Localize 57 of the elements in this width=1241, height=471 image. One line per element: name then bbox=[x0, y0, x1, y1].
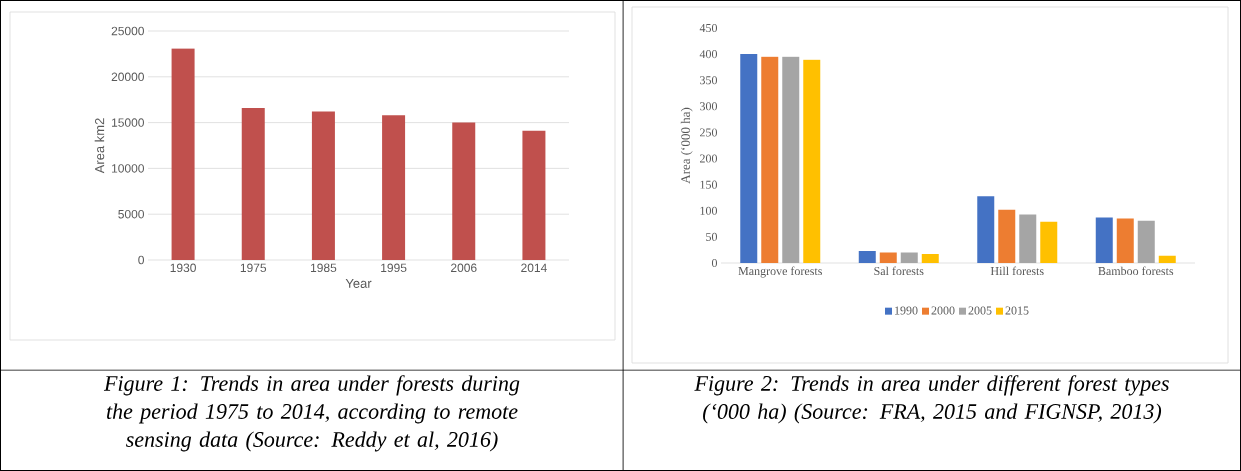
y-tick-label: 50 bbox=[706, 232, 718, 241]
y-tick-label: 10000 bbox=[112, 164, 144, 173]
caption: Figure 1: Trends in area under forests during the period 1975 to 2014, according to remote sensing data (Source: Reddy et al, 2016) bbox=[103, 375, 520, 452]
caption: Figure 2: Trends in area under different forest types (‘000 ha) (Source: FRA, 2015 and FIGNSP, 2013) bbox=[694, 375, 1169, 424]
y-tick-label: 0 bbox=[138, 255, 145, 265]
y-tick-label: 200 bbox=[700, 154, 718, 163]
x-tick-label: Hill forests bbox=[990, 266, 1044, 276]
bar bbox=[921, 254, 939, 263]
bar bbox=[782, 56, 800, 263]
bar bbox=[522, 130, 546, 260]
bar bbox=[998, 209, 1016, 263]
x-tick-label: 2006 bbox=[451, 263, 477, 273]
bar bbox=[1158, 255, 1176, 263]
bar bbox=[858, 250, 876, 263]
x-tick-label: 1985 bbox=[310, 263, 337, 273]
x-tick-label: Mangrove forests bbox=[738, 266, 822, 278]
legend-label: 2015 bbox=[1005, 306, 1029, 315]
bar bbox=[1019, 214, 1037, 263]
bar bbox=[977, 196, 995, 263]
y-tick-label: 25000 bbox=[111, 26, 144, 36]
bar bbox=[452, 122, 476, 260]
x-tick-label: 1995 bbox=[381, 263, 407, 273]
bar bbox=[900, 252, 918, 263]
bar bbox=[1116, 218, 1134, 263]
y-tick-label: 400 bbox=[699, 50, 718, 59]
y-tick-label: 0 bbox=[711, 258, 718, 268]
y-tick-label: 450 bbox=[699, 23, 718, 33]
y-tick-label: 250 bbox=[700, 128, 718, 137]
legend-label: 1990 bbox=[895, 306, 918, 315]
bar bbox=[171, 48, 195, 260]
legend-label: 2005 bbox=[968, 306, 992, 315]
bar bbox=[803, 59, 821, 263]
y-tick-label: 350 bbox=[700, 76, 718, 85]
bar bbox=[879, 252, 897, 263]
x-tick-label: 2014 bbox=[521, 263, 547, 273]
y-axis-title: Area km2 bbox=[94, 118, 105, 174]
y-tick-label: 15000 bbox=[112, 118, 144, 127]
x-tick-label: 1930 bbox=[170, 263, 196, 273]
bar bbox=[241, 107, 265, 260]
bar bbox=[1095, 217, 1113, 263]
x-axis-title: Year bbox=[345, 278, 372, 288]
bar bbox=[311, 111, 335, 260]
y-axis-title: Area (‘000 ha) bbox=[680, 107, 693, 184]
y-tick-label: 20000 bbox=[111, 72, 144, 82]
y-tick-label: 150 bbox=[700, 180, 718, 189]
y-tick-label: 100 bbox=[700, 206, 718, 215]
bar bbox=[1040, 221, 1058, 263]
bar bbox=[740, 54, 758, 263]
x-tick-label: Sal forests bbox=[874, 266, 924, 276]
legend-label: 2000 bbox=[931, 306, 955, 315]
x-tick-label: 1975 bbox=[240, 263, 267, 273]
y-tick-label: 300 bbox=[700, 102, 718, 111]
y-tick-label: 5000 bbox=[118, 209, 144, 219]
bar bbox=[382, 115, 406, 260]
bar bbox=[761, 56, 779, 263]
x-tick-label: Bamboo forests bbox=[1098, 266, 1174, 276]
bar bbox=[1137, 220, 1155, 263]
